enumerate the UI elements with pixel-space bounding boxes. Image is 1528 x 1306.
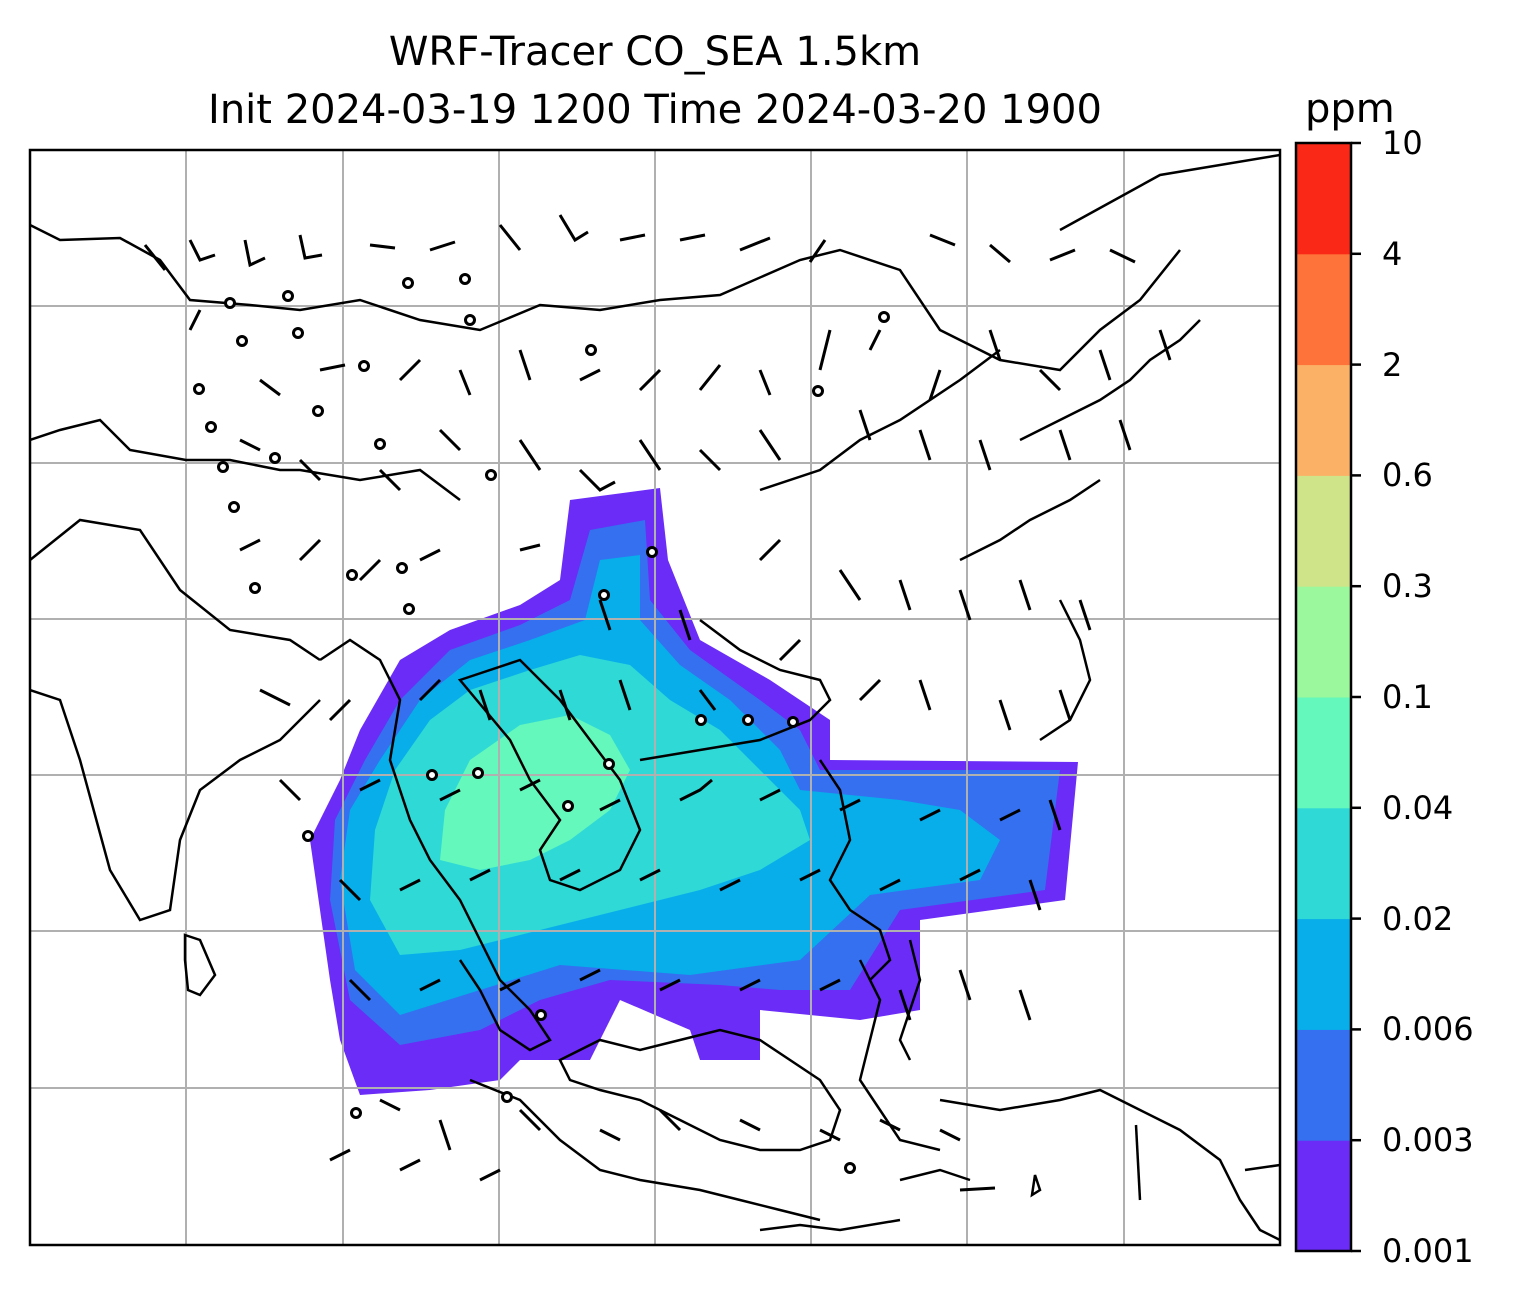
colorbar-band-3	[1296, 807, 1351, 920]
colorbar-tick-label-4: 0.04	[1382, 788, 1454, 827]
colorbar-band-8	[1296, 253, 1351, 366]
colorbar-tick-label-8: 2	[1382, 345, 1403, 384]
colorbar-band-1	[1296, 1029, 1351, 1141]
map-gridlines	[30, 150, 1280, 1245]
colorbar-units: ppm	[1305, 86, 1395, 132]
coastlines	[30, 153, 1280, 1242]
colorbar-band-7	[1296, 364, 1351, 476]
wind-barbs	[143, 214, 1172, 1192]
colorbar-band-4	[1296, 697, 1351, 809]
colorbar-tick-label-5: 0.1	[1382, 678, 1433, 716]
colorbar-tick-label-2: 0.006	[1382, 1010, 1474, 1049]
colorbar-band-9	[1296, 143, 1351, 255]
colorbar-tick-label-6: 0.3	[1382, 567, 1433, 606]
colorbar-tick-label-10: 10	[1382, 124, 1423, 162]
colorbar-band-6	[1296, 475, 1351, 587]
colorbar-band-0	[1296, 1140, 1351, 1252]
colorbar-tick-label-9: 4	[1382, 234, 1403, 273]
colorbar-tick-label-3: 0.02	[1382, 899, 1454, 938]
colorbar-tick-label-1: 0.003	[1382, 1121, 1474, 1160]
colorbar	[1294, 141, 1361, 1253]
colorbar-tick-label-7: 0.6	[1382, 456, 1433, 495]
map-frame	[28, 148, 1282, 1247]
colorbar-band-2	[1296, 918, 1351, 1030]
colorbar-tick-label-0: 0.001	[1382, 1232, 1474, 1270]
calm-wind-markers	[193, 273, 890, 1174]
colorbar-band-5	[1296, 586, 1351, 698]
plume-level-5	[440, 715, 630, 870]
colorbar-frame	[1294, 141, 1353, 1253]
chart-title-line1: WRF-Tracer CO_SEA 1.5km	[388, 29, 922, 75]
chart-title-line2: Init 2024-03-19 1200 Time 2024-03-20 190…	[208, 87, 1102, 133]
